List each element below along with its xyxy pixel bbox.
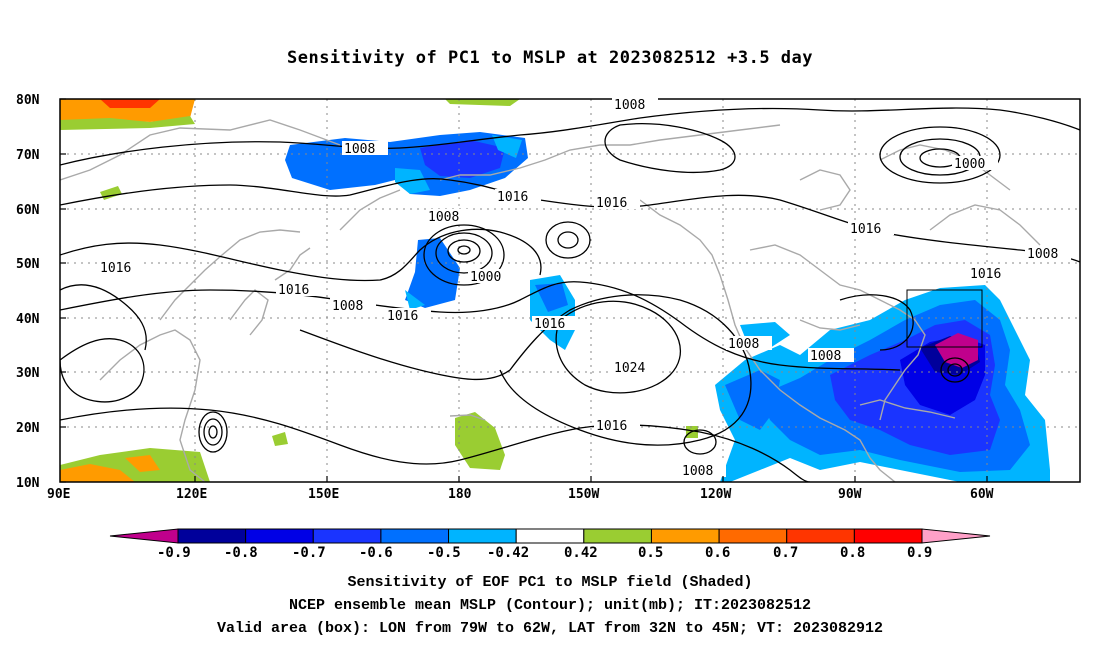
figure-title: Sensitivity of PC1 to MSLP at 2023082512…: [286, 48, 813, 68]
shade-positive-arctic-red: [100, 99, 160, 108]
shade-negative-arctic-core: [420, 140, 505, 178]
contour-label: 1016: [497, 190, 528, 205]
contour-label: 1016: [387, 309, 418, 324]
lon-label: 180: [448, 487, 472, 502]
colorbar-arrow-low: [109, 528, 179, 544]
colorbar-swatch: [718, 528, 788, 544]
lon-label: 120W: [700, 487, 731, 502]
lat-label: 80N: [16, 93, 40, 108]
colorbar-swatch: [515, 528, 585, 544]
contour-label: 1000: [954, 157, 985, 172]
shade-positive-arctic: [60, 99, 195, 124]
valid-area-box: [906, 289, 983, 348]
colorbar-label: -0.9: [157, 545, 191, 561]
contour-label: 1008: [344, 142, 375, 157]
contour-label: 1008: [810, 349, 841, 364]
colorbar-label: 0.9: [907, 545, 932, 561]
lat-label: 70N: [16, 148, 40, 163]
colorbar-swatch: [448, 528, 517, 544]
colorbar-label: 0.8: [840, 545, 865, 561]
colorbar-label: -0.6: [359, 545, 393, 561]
colorbar-label: 0.7: [773, 545, 798, 561]
colorbar-label: -0.5: [427, 545, 461, 561]
lat-label: 40N: [16, 312, 40, 327]
contour-label: 1008: [614, 98, 645, 113]
contour-label: 1016: [278, 283, 309, 298]
contour-label: 1008: [332, 299, 363, 314]
shade-positive-small2: [272, 432, 288, 446]
map-frame: [59, 98, 1081, 483]
contour-label: 1016: [100, 261, 131, 276]
colorbar-label: -0.7: [292, 545, 326, 561]
latitude-labels: 80N 70N 60N 50N 40N 30N 20N 10N: [16, 93, 40, 491]
caption-shading: Sensitivity of EOF PC1 to MSLP field (Sh…: [347, 574, 753, 591]
contour-labels: 1008 1008 1016 1016 1008 1000 1016 1016 …: [98, 97, 1071, 479]
lat-label: 20N: [16, 421, 40, 436]
shade-negative-pacific-a-light: [405, 290, 425, 310]
colorbar-swatch: [650, 528, 720, 544]
contour-label: 1016: [850, 222, 881, 237]
caption-contour: NCEP ensemble mean MSLP (Contour); unit(…: [288, 597, 812, 614]
colorbar-label: -0.42: [487, 545, 529, 561]
colorbar-swatch: [177, 528, 247, 544]
lat-label: 10N: [16, 476, 40, 491]
contour-label: 1000: [470, 270, 501, 285]
lat-label: 50N: [16, 257, 40, 272]
lon-label: 150W: [568, 487, 599, 502]
map-grid: [60, 99, 1080, 482]
contour-label: 1008: [728, 337, 759, 352]
lon-label: 120E: [176, 487, 207, 502]
lon-label: 150E: [308, 487, 339, 502]
shade-negative-atlantic-magenta: [935, 333, 978, 368]
lon-label: 90E: [47, 487, 70, 502]
contour-label: 1008: [682, 464, 713, 479]
contour-label: 1016: [534, 317, 565, 332]
contour-label: 1008: [1027, 247, 1058, 262]
axis-ticks: [60, 98, 988, 483]
colorbar-swatch: [583, 528, 652, 544]
lon-label: 90W: [838, 487, 862, 502]
colorbar-label: 0.5: [638, 545, 663, 561]
colorbar-label: 0.6: [705, 545, 730, 561]
shade-positive-top: [445, 99, 520, 106]
shade-negative-atlantic-west: [725, 370, 780, 430]
colorbar-swatch: [245, 528, 314, 544]
shade-negative-arctic-light2: [492, 135, 522, 158]
colorbar-label: 0.42: [564, 545, 598, 561]
shade-positive-tropic-c: [125, 455, 160, 472]
longitude-labels: 90E 120E 150E 180 150W 120W 90W 60W: [47, 487, 994, 502]
contour-label: 1008: [428, 210, 459, 225]
contour-label: 1016: [596, 196, 627, 211]
lat-label: 60N: [16, 203, 40, 218]
caption-valid-area: Valid area (box): LON from 79W to 62W, L…: [216, 620, 884, 637]
colorbar-swatch: [380, 528, 450, 544]
contour-label: 1016: [596, 419, 627, 434]
shade-positive-arctic-green: [60, 116, 195, 130]
colorbar-swatch: [312, 528, 382, 544]
shade-negative-pacific-b-core: [535, 283, 568, 312]
colorbar-labels: -0.9 -0.8 -0.7 -0.6 -0.5 -0.42 0.42 0.5 …: [157, 545, 932, 561]
contour-label: 1024: [614, 361, 645, 376]
colorbar-swatch: [786, 528, 855, 544]
lat-label: 30N: [16, 366, 40, 381]
coastlines: [60, 119, 1041, 482]
colorbar-swatch: [853, 528, 923, 544]
colorbar: [109, 528, 991, 544]
mslp-contours: [60, 107, 1080, 482]
contour-label: 1016: [970, 267, 1001, 282]
colorbar-arrow-high: [921, 528, 991, 544]
colorbar-label: -0.8: [224, 545, 258, 561]
shade-positive-tropic-b-orange: [60, 464, 135, 482]
lon-label: 60W: [970, 487, 994, 502]
